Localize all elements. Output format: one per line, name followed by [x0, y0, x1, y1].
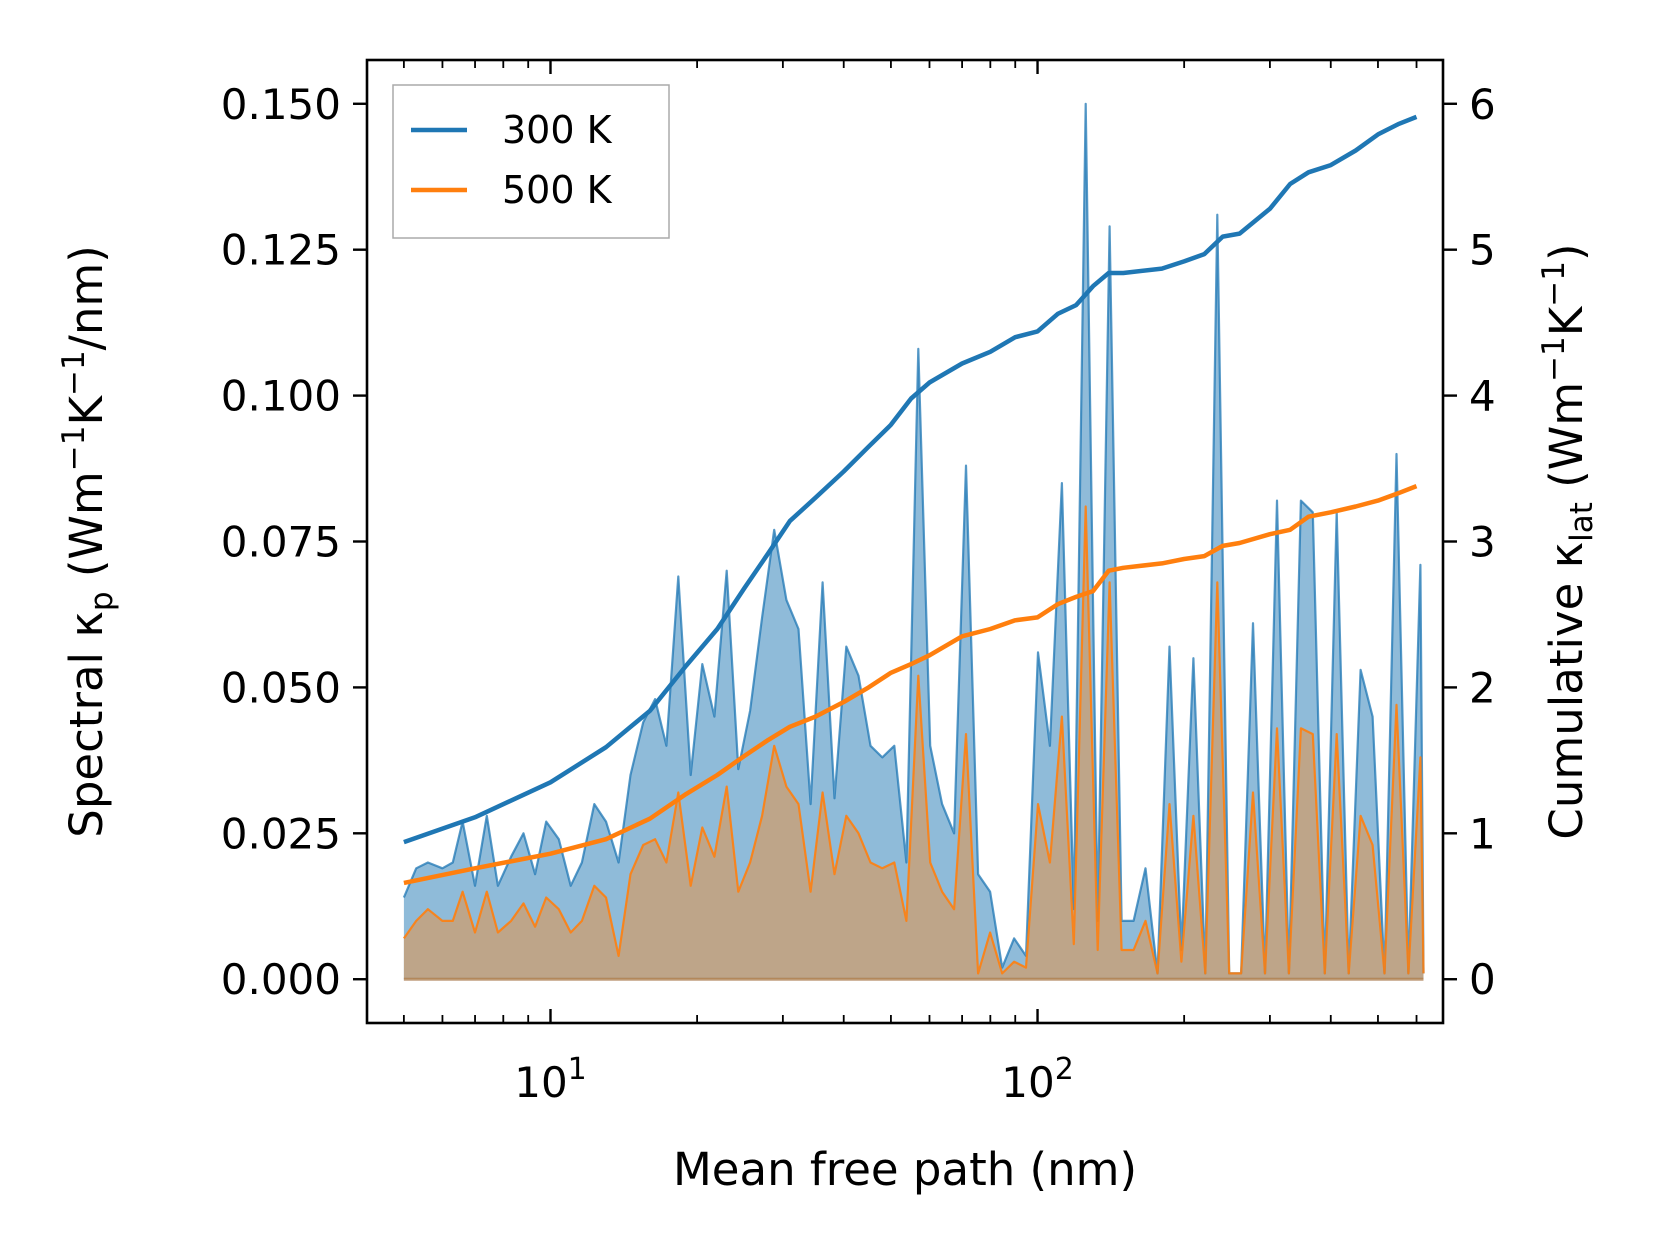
cumulative-line-300-k — [403, 114, 1418, 845]
y-left-tick-label: 0.150 — [221, 80, 341, 129]
spectral-fill-layer — [403, 103, 1424, 980]
label-layer: 0.000 0.025 0.050 0.075 0.100 0.125 0.150 0 1 2 3 4… — [56, 80, 1600, 1196]
y-right-tick-label: 3 — [1469, 518, 1496, 567]
y-left-tick-label: 0.075 — [221, 518, 341, 567]
y-right-tick-label: 6 — [1469, 80, 1496, 129]
y-left-tick-label: 0.000 — [221, 955, 341, 1004]
spectral-line-500-k — [403, 505, 1425, 975]
y-left-axis-label: Spectral κp (Wm−1K−1/nm) — [56, 245, 120, 838]
y-left-tick-label: 0.050 — [221, 663, 341, 712]
y-right-tick-label: 1 — [1469, 809, 1496, 858]
spectral-line-300-k — [402, 102, 1425, 975]
cumulative-line-500-k — [403, 484, 1418, 886]
x-tick-label: 101 — [514, 1052, 587, 1107]
y-left-tick-label: 0.125 — [221, 226, 341, 275]
y-right-tick-label: 5 — [1469, 226, 1496, 275]
spectral-fill-300-k — [403, 103, 1424, 980]
spectral-fill-500-k — [403, 506, 1424, 980]
tick-layer — [353, 60, 1457, 1023]
y-left-tick-label: 0.100 — [221, 372, 341, 421]
y-right-axis-label: Cumulative κlat (Wm−1K−1) — [1536, 243, 1600, 839]
x-axis-label: Mean free path (nm) — [673, 1143, 1137, 1196]
x-tick-label: 102 — [1001, 1052, 1074, 1107]
legend: 300 K 500 K — [392, 84, 670, 239]
legend-box — [392, 84, 670, 239]
legend-label: 300 K — [502, 108, 613, 152]
legend-label: 500 K — [502, 168, 613, 212]
y-left-tick-label: 0.025 — [221, 809, 341, 858]
series-line-layer — [402, 102, 1425, 981]
y-right-tick-label: 4 — [1469, 372, 1496, 421]
y-right-tick-label: 2 — [1469, 663, 1496, 712]
y-right-tick-label: 0 — [1469, 955, 1496, 1004]
